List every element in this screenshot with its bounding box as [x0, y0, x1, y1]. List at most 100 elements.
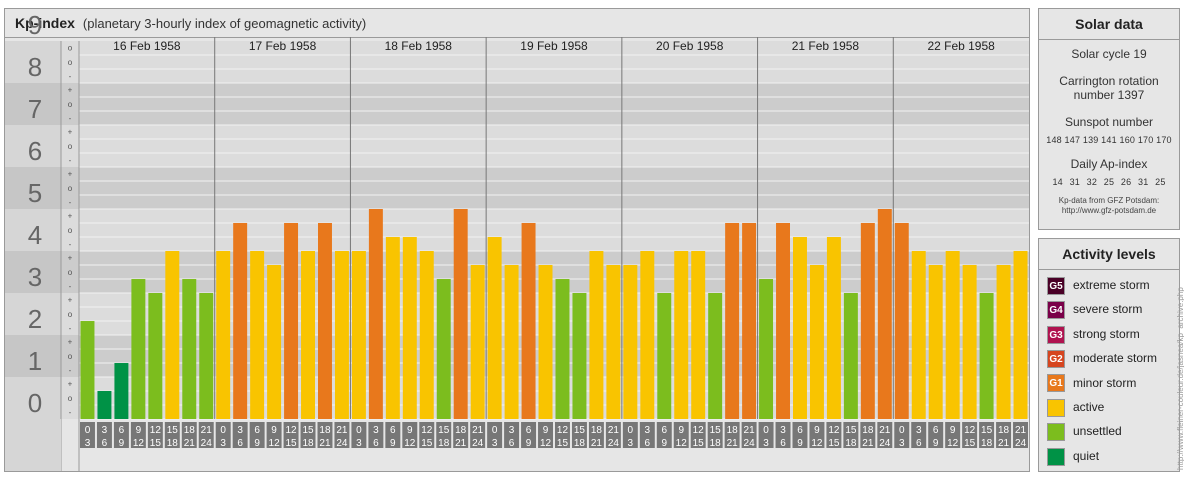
- kp-label-bg: [5, 335, 61, 377]
- interval-cell: [181, 422, 197, 448]
- interval-end-label: 6: [916, 438, 922, 449]
- interval-cell: [673, 422, 689, 448]
- interval-start-label: 0: [85, 425, 91, 436]
- legend-swatch: G2: [1047, 350, 1065, 369]
- interval-start-label: 12: [285, 425, 297, 436]
- minor-tick-label: o: [68, 142, 73, 151]
- legend-swatch: [1047, 447, 1065, 466]
- kp-bar: [436, 279, 451, 419]
- interval-end-label: 12: [676, 438, 688, 449]
- interval-end-label: 24: [336, 438, 348, 449]
- kp-bar: [979, 293, 994, 419]
- interval-end-label: 18: [981, 438, 993, 449]
- interval-end-label: 9: [661, 438, 667, 449]
- interval-end-label: 24: [1015, 438, 1027, 449]
- kp-bar: [250, 251, 265, 419]
- interval-cell: [96, 422, 112, 448]
- interval-start-label: 0: [763, 425, 769, 436]
- legend-label: unsettled: [1073, 424, 1122, 439]
- minor-tick-label: -: [69, 282, 72, 291]
- interval-start-label: 15: [167, 425, 179, 436]
- legend-item-moderate-storm: G2 moderate storm: [1047, 348, 1158, 369]
- kp-bar: [301, 251, 315, 419]
- kp-band-bg: [61, 125, 1029, 167]
- kp-bar: [674, 251, 689, 419]
- interval-start-label: 12: [150, 425, 162, 436]
- kp-bar: [521, 222, 536, 419]
- interval-cell: [826, 422, 842, 448]
- kp-label-bg: [5, 83, 61, 125]
- interval-end-label: 15: [828, 438, 840, 449]
- kp-bar: [402, 237, 417, 419]
- minor-tick-label: +: [68, 169, 73, 178]
- legend-item-strong-storm: G3 strong storm: [1047, 324, 1140, 344]
- interval-end-label: 21: [455, 438, 467, 449]
- interval-end-label: 9: [119, 438, 125, 449]
- interval-start-label: 15: [981, 425, 993, 436]
- kp-bar: [1013, 251, 1028, 419]
- day-label: 18 Feb 1958: [385, 39, 453, 53]
- credit-link[interactable]: http://www.fleiner-couleur.de/jasnea/kp_…: [1176, 287, 1184, 470]
- interval-start-label: 6: [797, 425, 803, 436]
- interval-cell: [80, 422, 95, 448]
- interval-cell: [419, 422, 435, 448]
- kp-bar: [809, 264, 824, 419]
- kp-bar: [962, 264, 977, 419]
- solar-data-panel: Solar data Solar cycle 19 Carrington rot…: [1038, 8, 1180, 230]
- minor-tick-label: +: [68, 337, 73, 346]
- interval-end-label: 9: [933, 438, 939, 449]
- kp-bar: [182, 279, 197, 419]
- interval-end-label: 21: [998, 438, 1010, 449]
- kp-bar: [708, 293, 723, 419]
- kp-bar: [589, 251, 604, 419]
- minor-tick-label: +: [68, 295, 73, 304]
- y-tick-label: 4: [28, 220, 42, 250]
- y-tick-label: 6: [28, 136, 42, 166]
- interval-cell: [724, 422, 740, 448]
- interval-start-label: 9: [271, 425, 277, 436]
- interval-cell: [351, 422, 367, 448]
- interval-end-label: 3: [899, 438, 905, 449]
- day-label: 16 Feb 1958: [113, 39, 181, 53]
- kp-label-bg: [5, 41, 61, 83]
- interval-cell: [215, 422, 231, 448]
- kp-bar: [945, 251, 960, 419]
- interval-start-label: 15: [574, 425, 586, 436]
- interval-end-label: 15: [421, 438, 433, 449]
- interval-cell: [300, 422, 316, 448]
- kp-bar: [199, 293, 214, 419]
- interval-cell: [809, 422, 825, 448]
- legend-item-active: active: [1047, 397, 1104, 417]
- legend-label: minor storm: [1073, 375, 1137, 390]
- day-label: 17 Feb 1958: [249, 39, 317, 53]
- interval-end-label: 9: [797, 438, 803, 449]
- kp-chart-panel: Kp-index (planetary 3-hourly index of geo…: [4, 8, 1030, 472]
- legend-label: extreme storm: [1073, 278, 1150, 292]
- source-link[interactable]: http://www.gfz-potsdam.de: [1061, 206, 1157, 215]
- kp-bar: [216, 251, 231, 419]
- interval-cell: [470, 422, 486, 448]
- interval-cell: [555, 422, 570, 448]
- interval-cell: [775, 422, 791, 448]
- day-label: 19 Feb 1958: [520, 39, 588, 53]
- minor-tick-label: +: [68, 253, 73, 262]
- kp-bar: [843, 293, 858, 419]
- interval-start-label: 12: [828, 425, 840, 436]
- minor-tick-label: o: [68, 310, 73, 319]
- interval-start-label: 3: [373, 425, 379, 436]
- minor-tick-label: o: [68, 394, 73, 403]
- interval-start-label: 9: [814, 425, 820, 436]
- interval-cell: [538, 422, 553, 448]
- kp-bar: [742, 222, 757, 419]
- interval-start-label: 15: [710, 425, 722, 436]
- kp-bar: [606, 264, 621, 419]
- interval-start-label: 21: [201, 425, 213, 436]
- interval-end-label: 18: [574, 438, 586, 449]
- kp-bar: [572, 293, 587, 419]
- interval-end-label: 6: [780, 438, 786, 449]
- interval-end-label: 21: [319, 438, 331, 449]
- legend-label: moderate storm: [1073, 351, 1158, 366]
- interval-end-label: 3: [492, 438, 498, 449]
- interval-start-label: 21: [1015, 425, 1027, 436]
- interval-end-label: 15: [964, 438, 976, 449]
